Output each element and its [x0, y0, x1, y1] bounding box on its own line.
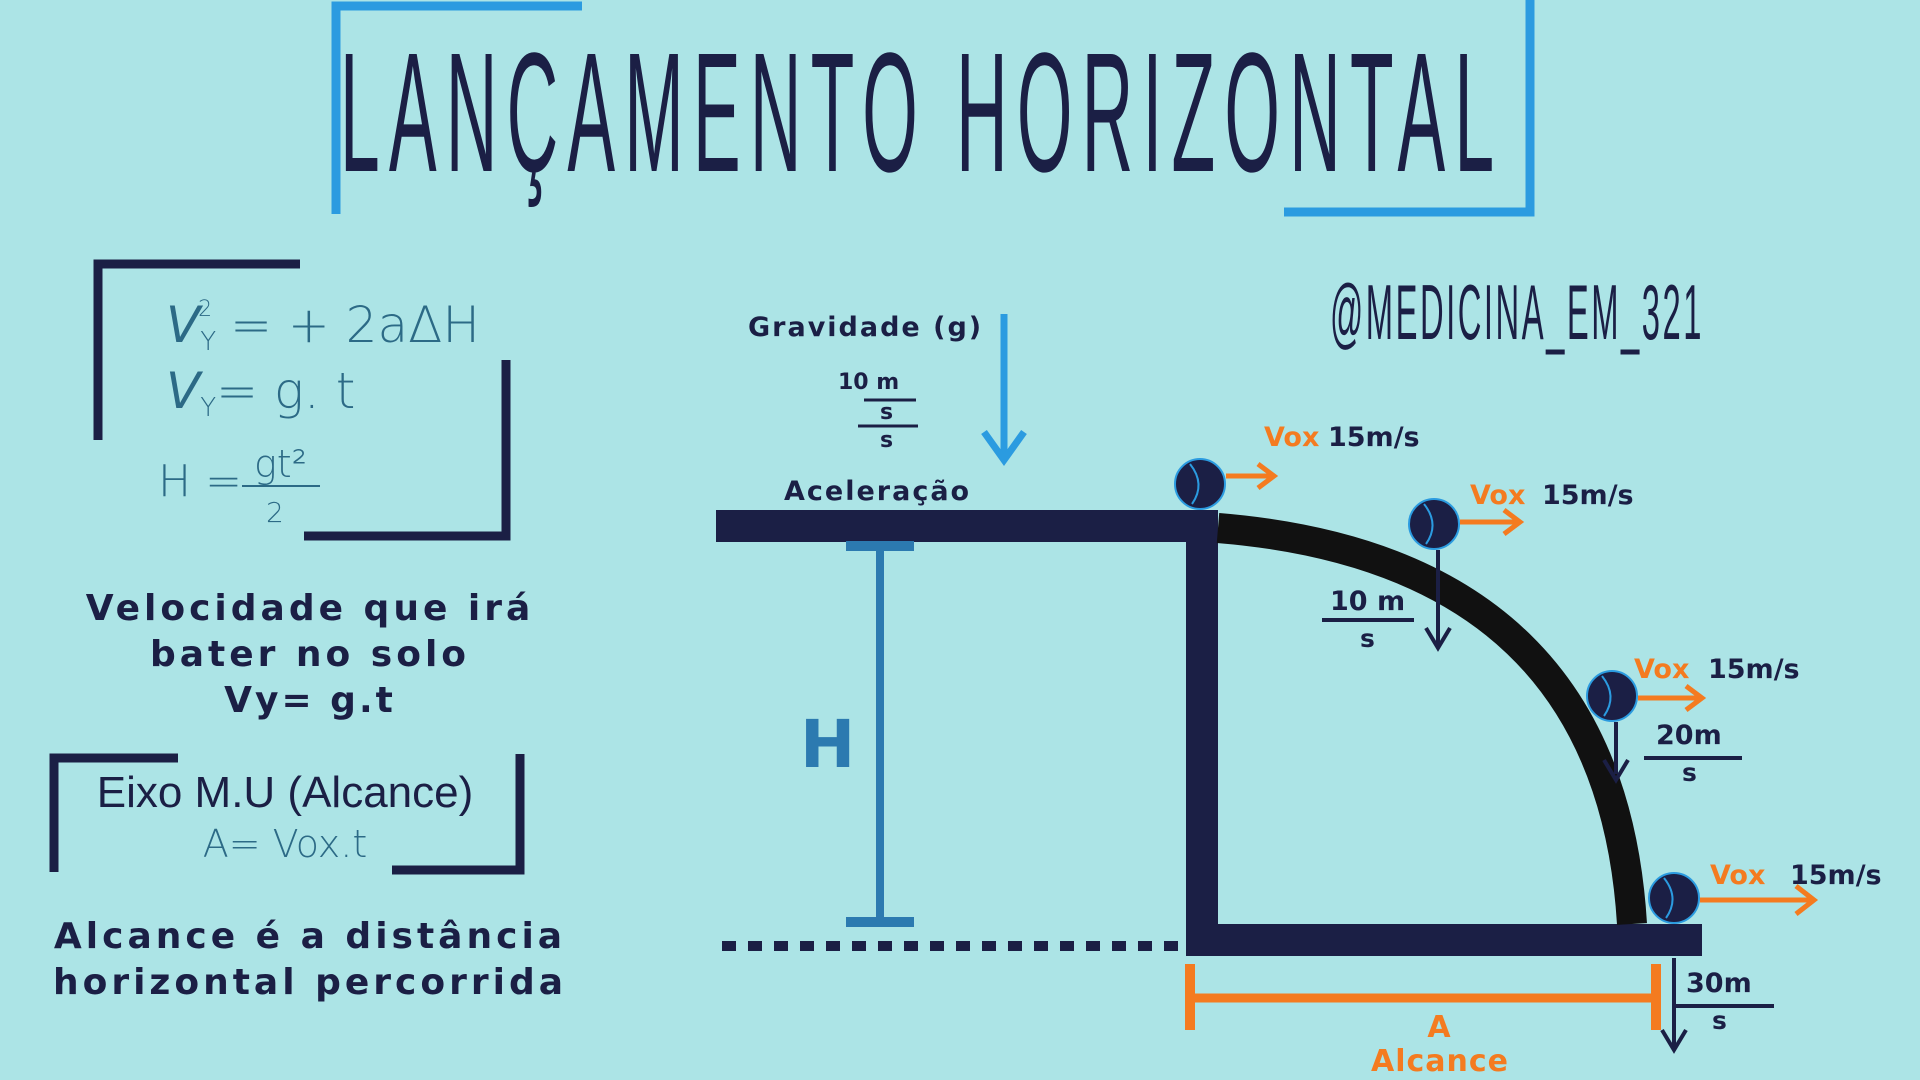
ball-2	[1408, 498, 1460, 550]
formula-height-num: gt²	[254, 442, 307, 486]
range-word: Alcance	[1370, 1044, 1509, 1079]
ball-3	[1586, 670, 1638, 722]
ball-3-vox-value: 15m/s	[1707, 654, 1800, 685]
ball-4-vox-label: Vox	[1710, 860, 1766, 891]
ground	[1186, 924, 1702, 956]
ball-4	[1648, 872, 1700, 924]
ball-3-labels: Vox 15m/s	[1634, 654, 1800, 685]
velocity-v: V	[166, 362, 201, 420]
ball-2-vox-label: Vox	[1470, 480, 1526, 511]
range-frame	[49, 753, 525, 875]
ball-4-vy-den: s	[1712, 1006, 1727, 1035]
formula-height-den: 2	[266, 496, 284, 529]
ball-1-vox-label: Vox	[1264, 422, 1320, 453]
ball-2-vox-value: 15m/s	[1541, 480, 1634, 511]
ball-4-labels: Vox 15m/s	[1710, 860, 1882, 891]
velocity-note-line2: bater no solo	[149, 634, 471, 675]
gravity-value-den1: s	[880, 400, 894, 425]
formula-height-lhs: H =	[158, 456, 242, 507]
title-frame	[331, 0, 1535, 217]
gravity-value-num: 10 m	[838, 370, 900, 395]
vy-arrow-3	[1602, 722, 1742, 784]
formula-frame	[93, 259, 511, 541]
torricelli-v: V	[166, 296, 201, 354]
ball-4-vy-num: 30m	[1686, 968, 1752, 999]
gravity-arrow	[981, 314, 1027, 467]
ball-1	[1174, 458, 1226, 510]
vox-arrow-2	[1460, 508, 1525, 536]
gravity-value-den2: s	[880, 428, 894, 453]
vox-arrow-3	[1638, 684, 1707, 712]
range-box-title: Eixo M.U (Alcance)	[96, 768, 474, 817]
velocity-note-line1: Velocidade que irá	[85, 588, 535, 629]
height-bar	[846, 541, 914, 927]
gravity-label: Gravidade (g)	[748, 312, 984, 343]
ball-2-vy-num: 10 m	[1330, 586, 1406, 617]
range-bar	[1185, 964, 1661, 1030]
ball-2-labels: Vox 15m/s	[1470, 480, 1634, 511]
range-note: Alcance é a distância horizontal percorr…	[40, 914, 580, 1006]
ball-3-vy-num: 20m	[1656, 720, 1722, 751]
vy-arrow-4	[1660, 958, 1774, 1054]
ball-3-vox-label: Vox	[1634, 654, 1690, 685]
torricelli-rhs: = + 2aΔH	[230, 296, 480, 354]
ball-3-vy-den: s	[1682, 758, 1697, 787]
trajectory-arc	[1216, 513, 1647, 925]
velocity-note: Velocidade que irá bater no solo Vy= g.t	[60, 586, 560, 724]
formula-torricelli: VY 2 = + 2aΔH	[166, 296, 480, 357]
ball-1-labels: Vox 15m/s	[1264, 422, 1420, 453]
formula-velocity: VY= g. t	[166, 362, 355, 423]
range-box-formula: A= Vox.t	[202, 822, 368, 866]
range-note-line2: horizontal percorrida	[52, 962, 568, 1003]
cliff-wall	[1186, 510, 1218, 940]
ball-2-vy-den: s	[1360, 624, 1375, 653]
cliff-top	[716, 510, 1218, 542]
velocity-sub: Y	[200, 393, 217, 423]
instagram-handle: @MEDICINA_EM_321	[1330, 268, 1704, 356]
ball-4-vox-value: 15m/s	[1789, 860, 1882, 891]
height-label: H	[800, 706, 856, 783]
vox-arrow-1	[1226, 462, 1279, 490]
torricelli-sup: 2	[198, 297, 213, 322]
range-letter: A	[1427, 1010, 1451, 1045]
range-note-line1: Alcance é a distância	[53, 916, 567, 957]
velocity-note-line3: Vy= g.t	[224, 680, 396, 721]
acceleration-label: Aceleração	[784, 476, 972, 507]
vox-arrow-4	[1700, 884, 1819, 916]
torricelli-sub: Y	[200, 327, 217, 357]
vy-arrow-2	[1322, 550, 1452, 652]
ball-1-vox-value: 15m/s	[1327, 422, 1420, 453]
velocity-rhs: = g. t	[216, 362, 356, 420]
